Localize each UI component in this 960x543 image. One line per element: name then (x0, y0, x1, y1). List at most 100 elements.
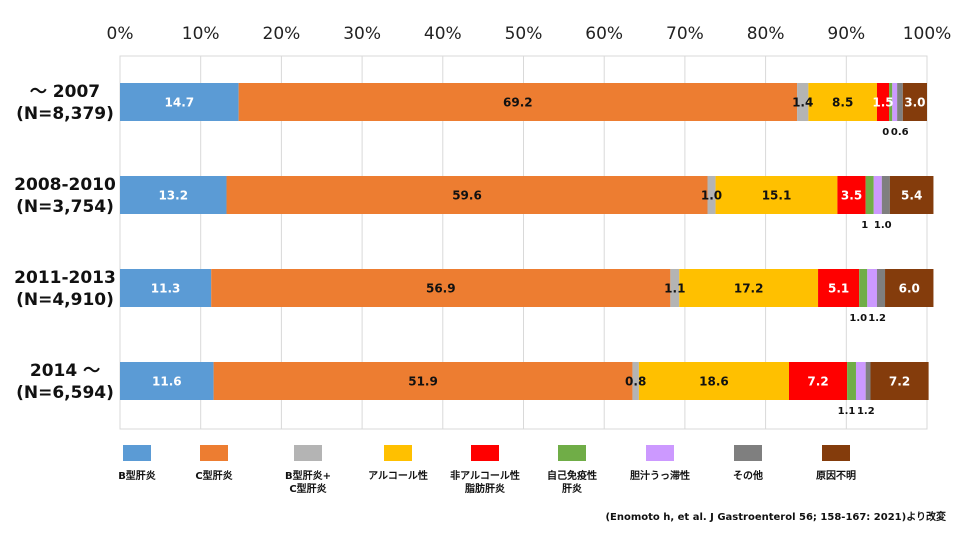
bar-segment (789, 362, 848, 400)
legend-swatch (734, 445, 762, 461)
bar-segment (885, 269, 934, 307)
data-label: 1.0 (701, 189, 722, 203)
legend-swatch (294, 445, 322, 461)
bar-segment (120, 362, 214, 400)
data-label: 14.7 (165, 96, 195, 110)
data-label: 0.6 (891, 127, 909, 138)
legend-item: 非アルコール性 脂肪肝炎 (440, 445, 530, 496)
bar-segment (679, 269, 819, 307)
bar-segment (638, 362, 790, 400)
bar-segment (867, 269, 877, 307)
data-label: 13.2 (158, 189, 188, 203)
data-label: 0.8 (625, 375, 646, 389)
data-label: 0 (882, 127, 889, 138)
bar-segment (120, 83, 239, 121)
category-label: 2008-2010 (14, 175, 116, 195)
legend-swatch (200, 445, 228, 461)
source-citation: (Enomoto h, et al. J Gastroenterol 56; 1… (605, 512, 946, 523)
legend-swatch (384, 445, 412, 461)
bar-segment (870, 362, 929, 400)
data-label: 17.2 (734, 282, 764, 296)
data-label: 6.0 (899, 282, 920, 296)
data-label: 1.0 (849, 313, 867, 324)
data-label: 18.6 (699, 375, 729, 389)
legend-label: 胆汁うっ滞性 (630, 471, 690, 482)
legend-label: 非アルコール性 脂肪肝炎 (450, 471, 520, 495)
bar-segment (213, 362, 633, 400)
data-label: 8.5 (832, 96, 853, 110)
x-tick-label: 100% (903, 24, 952, 44)
x-tick-label: 70% (666, 24, 704, 44)
data-label: 11.6 (152, 375, 182, 389)
data-label: 1.2 (857, 406, 875, 417)
data-label: 7.2 (807, 375, 828, 389)
data-label: 59.6 (452, 189, 482, 203)
legend-label: その他 (733, 471, 763, 482)
bar-segment (226, 176, 708, 214)
data-label: 1.4 (792, 96, 813, 110)
x-tick-label: 80% (747, 24, 785, 44)
data-label: 5.4 (901, 189, 922, 203)
legend-swatch (822, 445, 850, 461)
legend-item: B型肝炎+ C型肝炎 (263, 445, 353, 496)
legend-label: 自己免疫性 肝炎 (547, 471, 597, 495)
data-label: 56.9 (426, 282, 456, 296)
legend-item: その他 (703, 445, 793, 483)
legend-item: 自己免疫性 肝炎 (527, 445, 617, 496)
data-label: 1.0 (874, 220, 892, 231)
data-label: 1.5 (872, 96, 893, 110)
category-label: (N=4,910) (16, 290, 114, 310)
data-label: 51.9 (408, 375, 438, 389)
x-tick-label: 90% (827, 24, 865, 44)
bar-segment (211, 269, 671, 307)
bar-segment (837, 176, 866, 214)
bar-segment (120, 269, 212, 307)
legend-swatch (646, 445, 674, 461)
legend-item: B型肝炎 (92, 445, 182, 483)
legend-item: アルコール性 (353, 445, 443, 483)
bar-segment (892, 83, 898, 121)
x-tick-label: 40% (424, 24, 462, 44)
bar-segment (881, 176, 890, 214)
category-label: (N=3,754) (16, 197, 114, 217)
legend-item: C型肝炎 (169, 445, 259, 483)
bar-segment (797, 83, 809, 121)
bar-segment (873, 176, 882, 214)
legend-label: B型肝炎 (118, 471, 156, 482)
legend-label: アルコール性 (368, 471, 428, 482)
category-label: 2011-2013 (14, 268, 116, 288)
legend-swatch (558, 445, 586, 461)
bar-segment (876, 269, 886, 307)
legend-label: 原因不明 (816, 471, 856, 482)
x-tick-label: 0% (107, 24, 134, 44)
legend-label: B型肝炎+ C型肝炎 (284, 471, 331, 495)
data-label: 11.3 (151, 282, 181, 296)
category-label: 2014 ～ (30, 361, 100, 381)
data-label: 1 (861, 220, 868, 231)
bar-segment (670, 269, 680, 307)
x-tick-label: 30% (343, 24, 381, 44)
category-label: (N=8,379) (16, 104, 114, 124)
legend-label: C型肝炎 (195, 471, 233, 482)
bar-segment (865, 176, 874, 214)
bar-segment (238, 83, 798, 121)
data-label: 69.2 (503, 96, 533, 110)
data-label: 1.1 (838, 406, 856, 417)
category-label: (N=6,594) (16, 383, 114, 403)
bar-segment (889, 176, 934, 214)
data-label: 5.1 (828, 282, 849, 296)
bar-segment (865, 362, 871, 400)
category-label: ～ 2007 (30, 82, 100, 102)
data-label: 3.0 (904, 96, 925, 110)
x-tick-label: 60% (585, 24, 623, 44)
data-label: 3.5 (841, 189, 862, 203)
bar-segment (120, 176, 227, 214)
x-tick-label: 10% (182, 24, 220, 44)
bar-segment (847, 362, 856, 400)
data-label: 1.2 (868, 313, 886, 324)
bar-segment (889, 83, 893, 121)
bar-segment (859, 269, 868, 307)
x-tick-label: 50% (505, 24, 543, 44)
legend-swatch (123, 445, 151, 461)
bar-segment (902, 83, 927, 121)
